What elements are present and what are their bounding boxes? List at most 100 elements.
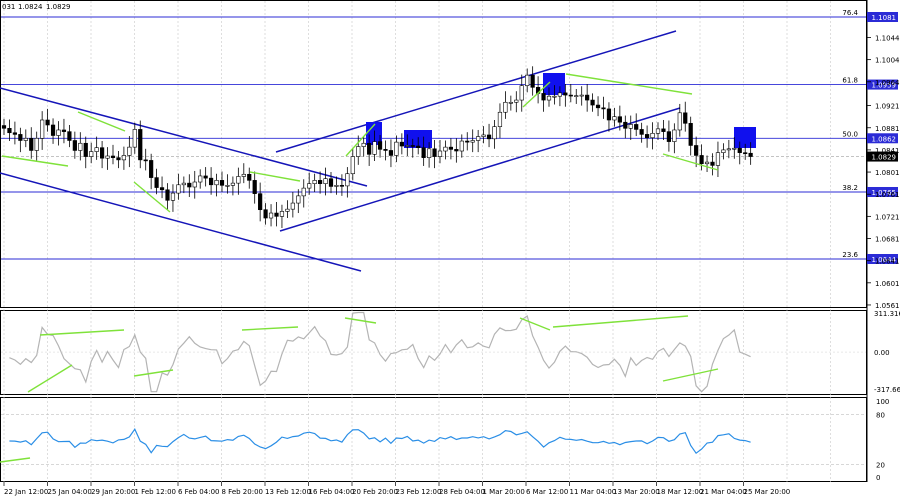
rsi-indicator: 100 80 20 0 [0,398,889,482]
candle-body [23,137,28,141]
fib-price-label: 1.0765 [872,189,897,197]
candle-body [416,145,421,148]
candle-body [247,173,252,181]
candle-body [279,211,285,217]
candle-body [612,116,617,121]
candle-body [595,104,601,109]
cci-tick-label: 0.00 [874,349,890,357]
candle-body [219,180,225,186]
candle-body [29,137,34,151]
divergence-lines [1,73,719,213]
time-tick-label: 23 Feb 12:00 [396,488,442,496]
candle-body [508,101,513,104]
candle-body [465,140,470,143]
candle-body [263,209,268,219]
candle-body [252,180,257,194]
price-tick-label: 1.0841 [875,147,900,155]
candle-body [258,193,263,211]
candle-body [710,161,715,166]
candle-body [181,182,186,186]
candle-body [110,155,116,158]
candle-body [470,140,475,143]
candle-body [541,93,546,101]
candle-body [481,134,486,137]
time-tick-label: 21 Mar 04:00 [700,488,747,496]
fib-percent: 50.0 [842,130,858,138]
time-tick-label: 1 Mar 20:00 [483,488,525,496]
candle-body [345,173,350,187]
candle-body [143,159,148,162]
candle-body [454,149,459,152]
candle-body [67,131,72,141]
candle-body [149,160,154,178]
candle-body [394,141,399,156]
cci-divergence-line [552,315,689,328]
time-tick-label: 28 Feb 04:00 [439,488,485,496]
candle-body [83,142,88,157]
price-tick-label: 1.0761 [875,191,900,199]
candle-body [388,150,394,156]
current-price-box [867,151,898,162]
candle-body [579,94,584,97]
candle-body [704,161,710,165]
candle-body [514,99,519,103]
candle-body [132,129,137,148]
cci-panel-border [0,310,867,395]
candle-body [476,136,481,141]
candle-body [672,129,677,142]
candle-body [568,94,573,97]
fib-price-box [867,12,898,22]
candle-body [45,119,50,126]
candle-body [699,155,704,165]
candle-body [737,147,742,153]
candle-body [361,142,366,147]
candle-body [732,147,737,150]
cci-tick-label: -317.660 [874,386,900,394]
rsi-divergence-line [0,457,31,463]
candle-body [383,149,388,151]
candle-body [421,147,426,158]
time-tick-label: 25 Mar 20:00 [744,488,791,496]
cci-line [9,311,751,393]
candle-body [154,177,159,188]
header-symbol: 031 [2,3,15,11]
candle-body [34,137,39,151]
candle-body [176,184,181,194]
candle-body [203,175,208,179]
candle-body [628,124,633,129]
price-tick-label: 1.0881 [875,125,900,133]
candle-body [399,141,404,147]
candle-body [486,134,492,140]
time-tick-label: 22 Jan 12:00 [4,488,48,496]
candle-body [372,141,377,155]
candle-body [443,146,448,152]
time-tick-label: 16 Feb 04:00 [309,488,355,496]
candle-body [688,123,693,146]
cci-divergence-line [27,364,73,393]
candle-body [694,145,699,156]
candle-body [268,212,274,219]
header-bid: 1.0824 [18,3,43,11]
candle-body [525,74,530,86]
cci-divergence-line [241,326,299,331]
candle-body [546,95,552,101]
candle-body [61,129,67,132]
candle-body [138,129,143,161]
candle-body [236,176,241,184]
candle-body [655,128,661,134]
candle-body [334,185,339,187]
time-tick-label: 11 Mar 04:00 [570,488,617,496]
time-tick-label: 13 Feb 12:00 [265,488,311,496]
candle-body [639,129,644,135]
zone-box [366,122,382,145]
candle-body [437,150,443,157]
candle-body [187,182,192,188]
fib-percent: 61.8 [842,77,858,85]
candle-body [214,180,219,186]
candle-body [116,157,121,161]
price-tick-label: 1.1044 [875,34,900,42]
price-tick-label: 1.0601 [875,280,900,288]
candle-body [241,173,246,177]
fib-price-box [867,186,898,197]
rsi-tick-label: 80 [876,412,885,420]
